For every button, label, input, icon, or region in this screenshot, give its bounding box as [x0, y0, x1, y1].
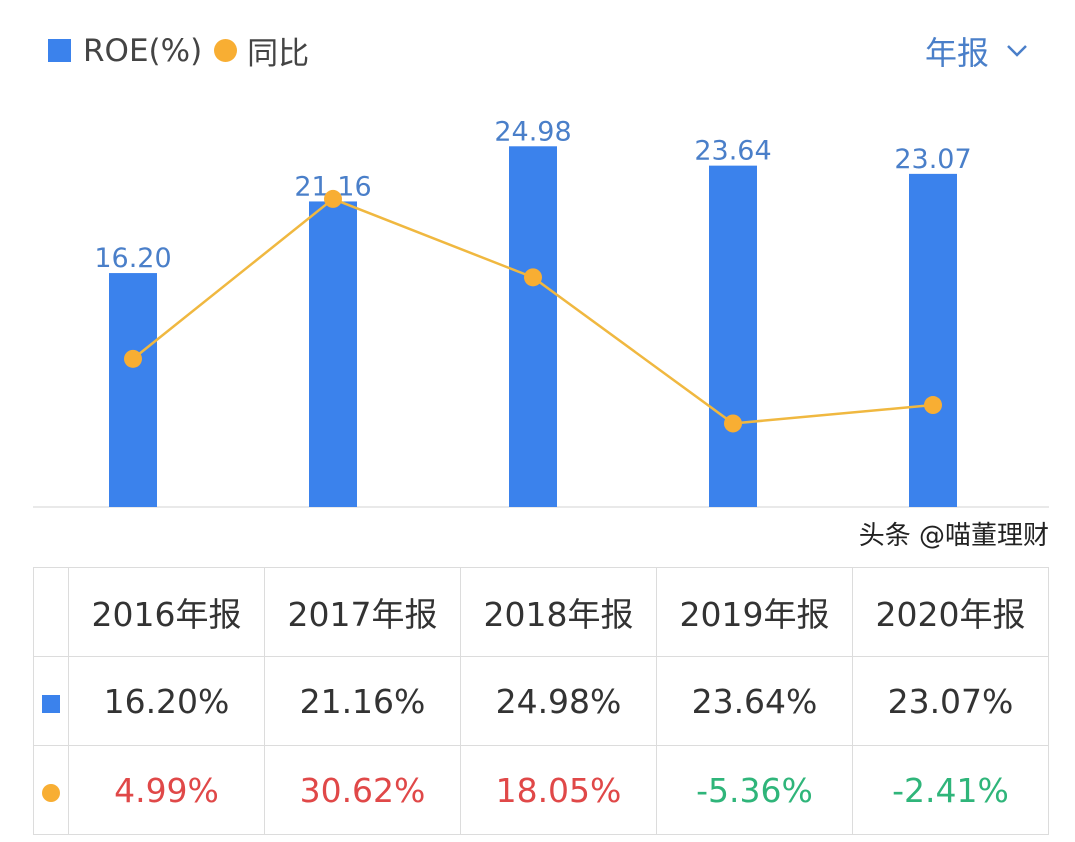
bar-value-label: 24.98 [494, 116, 571, 147]
chevron-down-icon [1007, 45, 1027, 57]
yoy-point [524, 268, 542, 287]
header-cell: 2019年报 [656, 567, 853, 657]
yoy-marker-cell [33, 745, 69, 835]
table-cell: 30.62% [264, 745, 461, 835]
table-cell: 4.99% [68, 745, 265, 835]
header-cell: 2018年报 [460, 567, 657, 657]
table-cell: 21.16% [264, 656, 461, 746]
period-selector[interactable]: 年报 [925, 28, 1029, 74]
header-cell: 2020年报 [852, 567, 1049, 657]
yoy-point [124, 349, 142, 368]
data-table: 2016年报 2017年报 2018年报 2019年报 2020年报 16.20% 21.… [33, 567, 1049, 835]
roe-bar [709, 165, 757, 507]
bar-value-label: 16.20 [94, 243, 171, 274]
table-cell: 16.20% [68, 656, 265, 746]
yoy-point [324, 189, 342, 208]
corner-cell [33, 567, 69, 657]
table-row-yoy: 4.99% 30.62% 18.05% -5.36% -2.41% [33, 745, 1049, 835]
roe-bar [909, 173, 957, 507]
table-cell: 23.64% [656, 656, 853, 746]
header-cell: 2017年报 [264, 567, 461, 657]
table-cell: -5.36% [656, 745, 853, 835]
table-header-row: 2016年报 2017年报 2018年报 2019年报 2020年报 [33, 567, 1049, 657]
roe-legend-swatch [48, 39, 71, 62]
yoy-legend-label: 同比 [247, 36, 310, 72]
bar-value-label: 23.07 [894, 144, 971, 175]
yoy-point [724, 414, 742, 433]
table-cell: 18.05% [460, 745, 657, 835]
period-label: 年报 [924, 34, 989, 72]
table-cell: -2.41% [852, 745, 1049, 835]
header-cell: 2016年报 [68, 567, 265, 657]
roe-bar [109, 273, 157, 507]
roe-legend-label: ROE(%) [83, 32, 203, 69]
table-cell: 23.07% [852, 656, 1049, 746]
bar-value-label: 23.64 [694, 136, 771, 167]
roe-bar [309, 201, 357, 508]
table-cell: 24.98% [460, 656, 657, 746]
roe-marker-cell [33, 656, 69, 746]
roe-marker-icon [42, 694, 60, 713]
yoy-marker-icon [42, 783, 60, 802]
watermark: 头条 @喵董理财 [858, 521, 1049, 551]
table-row-roe: 16.20% 21.16% 24.98% 23.64% 23.07% [33, 656, 1049, 746]
yoy-legend-swatch [214, 39, 238, 62]
roe-bar [509, 146, 557, 507]
legend: ROE(%) 同比 [48, 28, 309, 73]
yoy-point [924, 396, 942, 415]
